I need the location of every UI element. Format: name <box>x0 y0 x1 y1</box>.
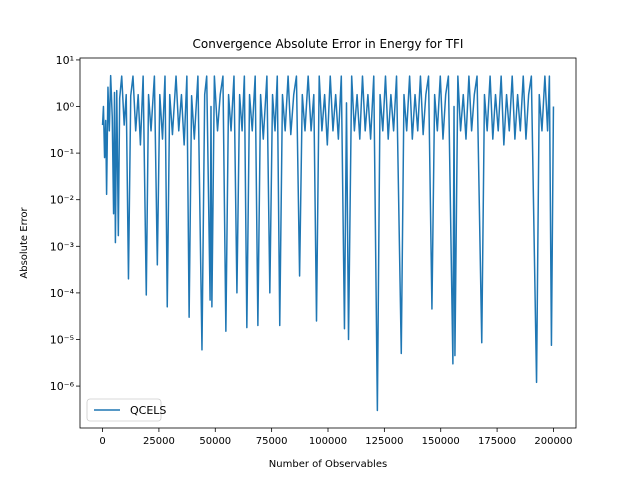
x-tick-label: 175000 <box>478 436 516 447</box>
data-line <box>101 74 555 412</box>
y-axis-label: Absolute Error <box>19 206 30 278</box>
y-tick-label: 10⁻⁵ <box>50 333 74 346</box>
x-tick-label: 25000 <box>143 436 175 447</box>
x-tick-label: 50000 <box>199 436 231 447</box>
y-tick-label: 10⁻³ <box>50 240 74 253</box>
y-tick-label: 10¹ <box>56 54 74 67</box>
x-tick-label: 200000 <box>534 436 572 447</box>
legend-box <box>86 398 162 422</box>
y-tick-label: 10⁻² <box>50 194 74 207</box>
chart-title: Convergence Absolute Error in Energy for… <box>193 37 464 51</box>
y-tick-label: 10⁰ <box>56 101 75 114</box>
y-tick-label: 10⁻⁶ <box>50 380 75 393</box>
legend-label: QCELS <box>130 404 166 417</box>
y-tick-label: 10⁻¹ <box>50 147 74 160</box>
y-tick-label: 10⁻⁴ <box>50 287 75 300</box>
x-tick-label: 75000 <box>256 436 288 447</box>
plot-frame <box>79 57 577 429</box>
x-tick-label: 100000 <box>309 436 347 447</box>
x-axis-label: Number of Observables <box>269 459 387 470</box>
x-tick-label: 150000 <box>422 436 460 447</box>
x-tick-label: 125000 <box>365 436 403 447</box>
x-tick-label: 0 <box>99 436 105 447</box>
